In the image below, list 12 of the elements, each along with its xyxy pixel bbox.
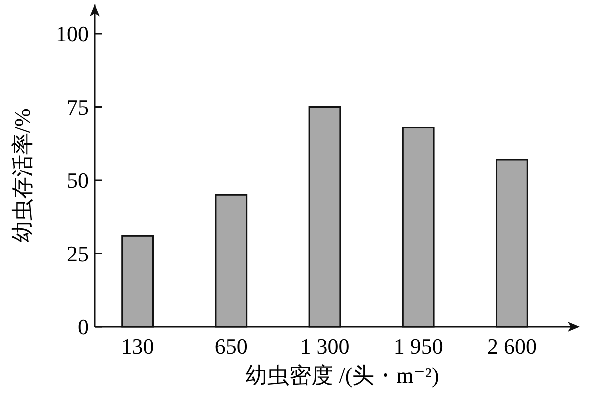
x-tick-label: 650 [214, 334, 248, 359]
x-tick-label: 1 300 [300, 334, 350, 359]
y-tick-label: 100 [56, 22, 89, 47]
x-axis-title: 幼虫密度 /(头・m⁻²) [246, 363, 440, 388]
y-axis-title: 幼虫存活率/% [10, 108, 35, 244]
x-tick-label: 2 600 [487, 334, 537, 359]
y-tick-label: 50 [67, 168, 89, 194]
x-tick-label: 1 950 [394, 334, 444, 359]
x-tick-label: 130 [121, 334, 154, 359]
y-tick-label: 0 [78, 314, 89, 340]
y-tick-label: 25 [67, 241, 89, 266]
y-tick-label: 75 [67, 94, 89, 120]
